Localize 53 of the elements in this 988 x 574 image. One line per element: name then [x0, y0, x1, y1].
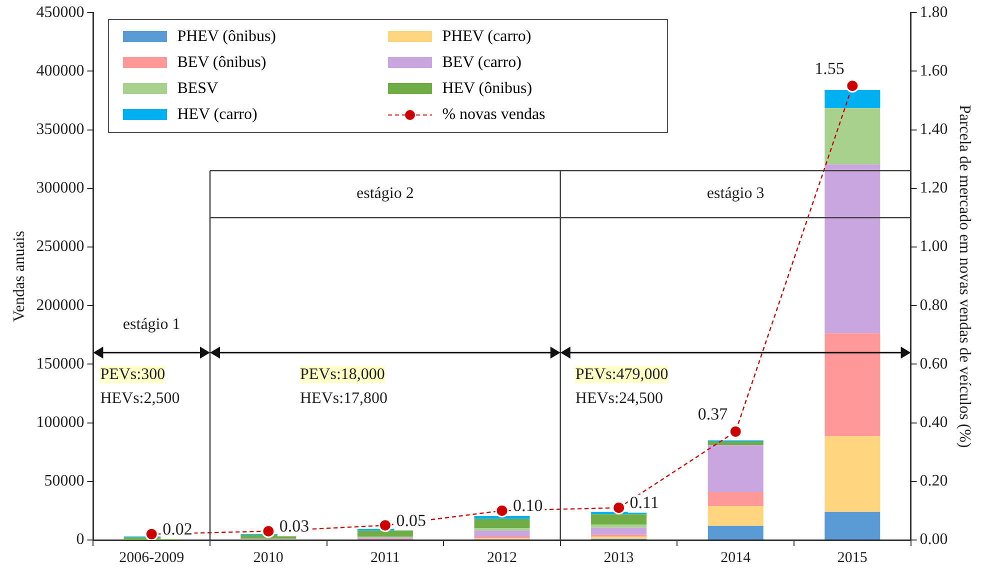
data-label: 0.10	[513, 496, 543, 516]
y-tick-label: 50000	[44, 472, 84, 490]
annotation: HEVs:2,500	[100, 390, 180, 407]
y-tick-label: 400000	[36, 62, 84, 80]
y2-tick-label: 1.40	[920, 121, 948, 138]
annotation: PEVs:18,000	[300, 366, 385, 383]
x-tick-label: 2006-2009	[119, 550, 184, 566]
x-tick-label: 2013	[604, 550, 634, 566]
x-tick-label: 2015	[837, 550, 868, 566]
y2-tick-label: 0.60	[920, 355, 948, 372]
data-label: 0.11	[630, 493, 659, 512]
y2-tick-label: 0.00	[920, 531, 948, 548]
data-label: 0.05	[396, 510, 426, 530]
annotation: PEVs:479,000	[575, 366, 668, 383]
x-tick-label: 2011	[370, 550, 400, 566]
y-tick-label: 200000	[36, 296, 84, 314]
annotation: HEVs:24,500	[575, 390, 663, 407]
y2-tick-label: 0.20	[920, 472, 948, 490]
annotation: PEVs:300	[100, 366, 166, 383]
y-axis-title: Vendas anuais	[10, 230, 28, 322]
x-tick-label: 2014	[720, 550, 752, 566]
y2-tick-label: 0.40	[920, 414, 948, 432]
legend-label: BEV (ônibus)	[177, 54, 266, 72]
y-tick-label: 450000	[36, 4, 84, 21]
legend-label: PHEV (ônibus)	[177, 28, 276, 46]
y-tick-label: 300000	[36, 180, 84, 197]
data-label: 1.55	[814, 58, 844, 78]
legend-label: % novas vendas	[442, 106, 546, 124]
annotation: estágio 3	[706, 185, 764, 202]
data-label: 0.03	[279, 516, 310, 536]
data-label: 0.02	[162, 520, 192, 539]
y-tick-label: 250000	[36, 238, 84, 256]
y2-tick-label: 1.20	[920, 180, 948, 197]
annotation: HEVs:17,800	[300, 390, 388, 407]
annotation: estágio 1	[122, 316, 180, 333]
y2-axis-title: Parcela de mercado em novas vendas de veículos (%)	[956, 104, 974, 448]
y-tick-label: 150000	[36, 355, 84, 372]
y-tick-label: 0	[76, 531, 84, 548]
legend-label: HEV (ônibus)	[442, 80, 532, 98]
legend-label: BEV (carro)	[442, 54, 522, 72]
x-tick-label: 2012	[487, 550, 517, 566]
y2-tick-label: 0.80	[920, 296, 948, 314]
legend-label: PHEV (carro)	[442, 28, 532, 46]
y2-tick-label: 1.80	[920, 4, 948, 21]
y-tick-label: 100000	[36, 414, 84, 432]
x-tick-label: 2010	[253, 550, 284, 566]
annotation: estágio 2	[356, 185, 414, 202]
y-tick-label: 350000	[36, 121, 84, 138]
y2-tick-label: 1.00	[920, 238, 948, 256]
legend-label: HEV (carro)	[177, 106, 258, 124]
legend-label: BESV	[177, 80, 218, 98]
y2-tick-label: 1.60	[920, 62, 948, 80]
data-label: 0.37	[698, 404, 728, 424]
